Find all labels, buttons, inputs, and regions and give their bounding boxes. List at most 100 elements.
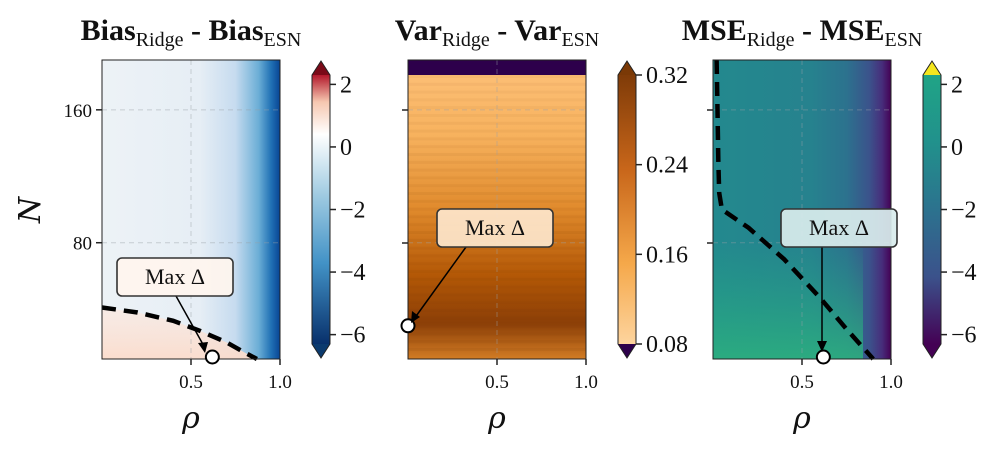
bias-colorbar-tick-label: −4	[340, 260, 366, 286]
mse-colorbar-tick-label: −6	[951, 323, 977, 349]
mse-colorbar-extend-bottom	[923, 344, 941, 358]
bias-colorbar-tick-label: 0	[340, 135, 352, 161]
var-title-sub2: ESN	[561, 29, 599, 51]
mse-title-sub: Ridge	[747, 29, 795, 51]
var-band	[408, 168, 586, 172]
var-band	[408, 82, 586, 86]
mse-title-sep: -	[794, 14, 819, 47]
var-band	[408, 348, 586, 351]
var-title-sep: -	[490, 14, 514, 47]
var-band	[408, 121, 586, 125]
var-top-band	[408, 60, 586, 75]
bias-colorbar: 2 0 −2 −4 −6	[311, 60, 366, 359]
var-colorbar-tick-label: 0.16	[646, 242, 688, 268]
var-colorbar-tick-label: 0.32	[646, 63, 688, 89]
bias-positive-region	[102, 307, 257, 359]
var-band	[408, 293, 586, 297]
mse-colorbar: 2 0 −2 −4 −6	[922, 60, 977, 359]
var-colorbar-tick-label: 0.08	[646, 332, 688, 358]
var-band	[408, 199, 586, 203]
var-title-main2: Var	[514, 14, 561, 47]
bias-x-ticks: 0.5 1.0	[179, 359, 292, 393]
bias-colorbar-tick-label: −6	[340, 323, 366, 349]
mse-x-tick-label: 0.5	[790, 372, 814, 393]
bias-heatmap-field	[102, 60, 280, 359]
mse-colorbar-frame	[922, 60, 942, 359]
var-band	[408, 145, 586, 149]
bias-x-tick-label: 0.5	[179, 372, 203, 393]
mse-positive-region	[713, 240, 863, 359]
bias-y-tick-label: 80	[73, 234, 92, 255]
var-x-tick-label: 0.5	[485, 372, 509, 393]
var-band	[408, 309, 586, 312]
var-band	[408, 160, 586, 164]
var-band	[408, 137, 586, 141]
var-band	[408, 75, 586, 78]
mse-title-sub2: ESN	[885, 29, 923, 51]
bias-max-delta-point	[204, 349, 220, 365]
var-band	[408, 153, 586, 156]
bias-y-label: N	[13, 195, 48, 224]
mse-annotation-text: Max Δ	[809, 215, 869, 240]
mse-zero-contour	[714, 59, 875, 361]
var-band	[408, 316, 586, 320]
var-colorbar-extend-top	[618, 61, 636, 75]
var-annotation-arrowhead	[411, 311, 420, 323]
mse-colorbar-tick-label: −2	[951, 198, 977, 224]
mse-x-label: ρ	[792, 401, 811, 436]
var-band	[408, 340, 586, 344]
var-band	[408, 246, 586, 250]
var-band	[408, 285, 586, 289]
var-band	[408, 301, 586, 305]
mse-colorbar-extend-top	[923, 61, 941, 75]
var-x-ticks: 0.5 1.0	[485, 359, 598, 393]
var-band	[408, 176, 586, 180]
mse-colorbar-gradient	[923, 75, 941, 344]
bias-title-main2: Bias	[208, 14, 263, 47]
var-band	[408, 332, 586, 336]
mse-colorbar-ticks: 2 0 −2 −4 −6	[941, 72, 977, 349]
bias-colorbar-gradient	[312, 75, 330, 344]
bias-annotation-box	[116, 257, 234, 297]
mse-annotation-box	[780, 208, 898, 248]
var-title-main: Var	[395, 14, 442, 47]
bias-gridlines	[102, 60, 280, 359]
bias-annotation-arrowhead	[198, 342, 208, 353]
var-band	[408, 192, 586, 195]
var-band	[408, 277, 586, 281]
bias-colorbar-extend-bottom	[312, 344, 330, 358]
var-band	[408, 324, 586, 328]
var-annotation-text: Max Δ	[465, 215, 525, 240]
mse-title-main2: MSE	[819, 14, 884, 47]
mse-x-tick-label: 1.0	[879, 372, 903, 393]
mse-title: MSERidge - MSEESN	[682, 14, 923, 51]
bias-title-main: Bias	[81, 14, 136, 47]
var-colorbar-extend-bottom	[618, 344, 636, 358]
bias-title-sub2: ESN	[264, 29, 302, 51]
var-title-sub: Ridge	[442, 29, 490, 51]
var-x-label: ρ	[487, 401, 506, 436]
bias-zero-contour	[101, 305, 258, 361]
mse-x-ticks: 0.5 1.0	[790, 359, 903, 393]
mse-title-main: MSE	[682, 14, 747, 47]
bias-y-tick-label: 160	[64, 101, 93, 122]
bias-title-sub: Ridge	[136, 29, 184, 51]
panel-var: VarRidge - VarESN 0.5 1.0 ρ Max Δ 0.320.2…	[395, 14, 688, 436]
var-colorbar: 0.32 0.24 0.16 0.08	[617, 60, 688, 359]
var-band	[408, 90, 586, 94]
var-band	[408, 254, 586, 258]
mse-colorbar-tick-label: 2	[951, 72, 963, 98]
var-x-tick-label: 1.0	[574, 372, 598, 393]
bias-colorbar-frame	[311, 60, 331, 359]
var-band	[408, 98, 586, 102]
var-band	[408, 129, 586, 133]
bias-colorbar-tick-label: 2	[340, 72, 352, 98]
mse-colorbar-tick-label: 0	[951, 135, 963, 161]
bias-title: BiasRidge - BiasESN	[81, 14, 302, 51]
bias-colorbar-extend-top	[312, 61, 330, 75]
bias-x-label: ρ	[181, 401, 200, 436]
bias-title-sep: -	[183, 14, 208, 47]
bias-y-ticks: 160 80	[64, 101, 102, 255]
